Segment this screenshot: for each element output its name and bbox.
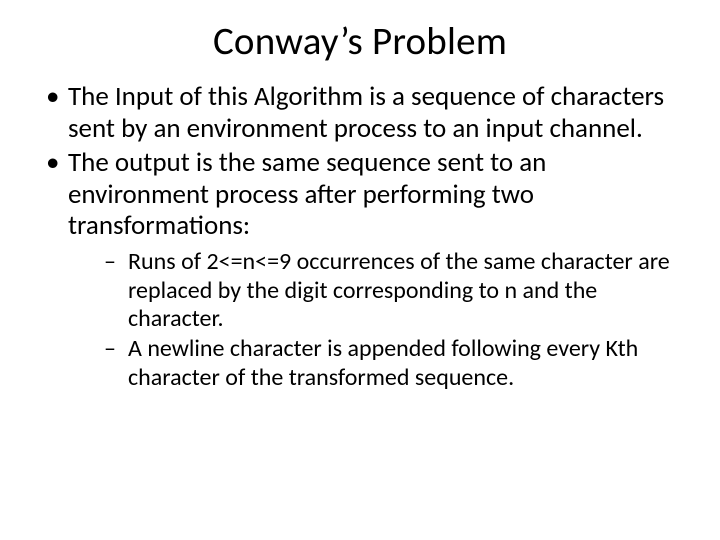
bullet-text: The output is the same sequence sent to … — [68, 146, 546, 243]
list-item: The output is the same sequence sent to … — [40, 147, 680, 392]
slide: Conway’s Problem The Input of this Algor… — [0, 0, 720, 540]
bullet-list-level2: Runs of 2<=n<=9 occurrences of the same … — [100, 248, 680, 392]
list-item: Runs of 2<=n<=9 occurrences of the same … — [100, 248, 680, 333]
bullet-text: The Input of this Algorithm is a sequenc… — [68, 80, 664, 145]
list-item: A newline character is appended followin… — [100, 335, 680, 392]
bullet-text: A newline character is appended followin… — [128, 334, 638, 391]
bullet-list-level1: The Input of this Algorithm is a sequenc… — [40, 81, 680, 392]
slide-title: Conway’s Problem — [40, 18, 680, 65]
bullet-text: Runs of 2<=n<=9 occurrences of the same … — [128, 247, 670, 333]
list-item: The Input of this Algorithm is a sequenc… — [40, 81, 680, 145]
